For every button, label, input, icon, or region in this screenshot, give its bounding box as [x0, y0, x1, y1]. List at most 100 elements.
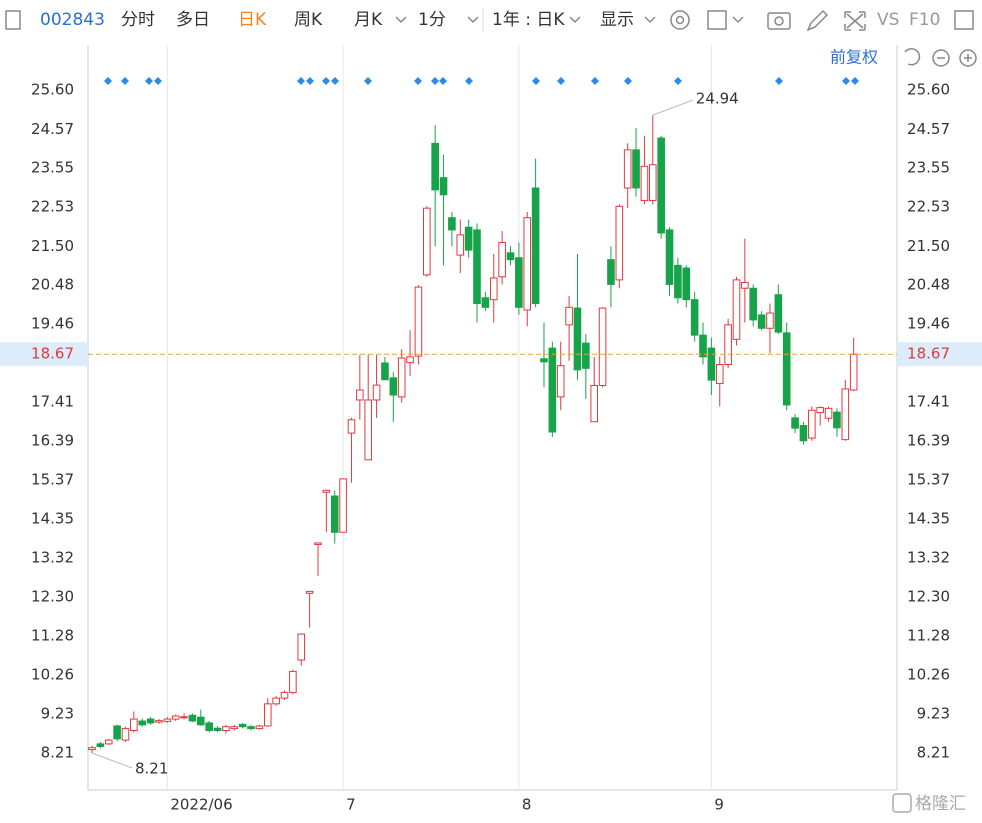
candle-body — [548, 347, 557, 433]
candle-body — [799, 425, 808, 442]
current-price-label: 18.67 — [907, 345, 950, 363]
candle-body — [808, 409, 816, 439]
candle-body — [732, 279, 741, 340]
tab[interactable]: 周K — [294, 10, 323, 30]
candle-body — [406, 356, 414, 364]
max-label: 24.94 — [696, 90, 739, 108]
panel-icon[interactable] — [954, 10, 974, 30]
x-tick-label: 7 — [346, 796, 356, 814]
candle-body — [423, 207, 431, 276]
candle-body — [749, 287, 758, 321]
y2-tick-label: 15.37 — [907, 471, 950, 489]
candle-body — [849, 353, 858, 391]
y-tick-label: 23.55 — [31, 159, 74, 177]
y-tick-label: 8.21 — [41, 744, 74, 762]
settings-icon[interactable] — [670, 10, 690, 30]
tab[interactable]: 1分 — [418, 10, 446, 30]
candle-body — [464, 226, 473, 251]
tab[interactable]: 分时 — [121, 10, 155, 30]
zoom-out-icon[interactable] — [932, 49, 950, 67]
y2-tick-label: 11.28 — [907, 626, 950, 644]
y2-tick-label: 19.46 — [907, 315, 950, 333]
min-pointer — [91, 752, 133, 769]
candle-body — [774, 294, 783, 333]
event-markers — [104, 77, 859, 85]
y-tick-label: 9.23 — [41, 705, 74, 723]
candle-body — [356, 389, 364, 401]
pen-icon[interactable] — [806, 9, 829, 32]
y2-tick-label: 13.32 — [907, 549, 950, 567]
candle-body — [155, 720, 163, 723]
zoom-in-plus — [964, 54, 972, 62]
tab-active[interactable]: 日K — [238, 10, 267, 30]
candle-body — [247, 726, 255, 730]
candle-body — [456, 234, 465, 256]
candle-body — [146, 718, 155, 724]
dropdown-arrow[interactable] — [644, 16, 656, 24]
y-tick-label: 15.37 — [31, 471, 74, 489]
candle-body — [615, 205, 624, 281]
candle-body — [724, 324, 732, 366]
candle-body — [414, 286, 423, 357]
candle-body — [791, 417, 799, 429]
candle-body — [305, 590, 314, 594]
dropdown-arrow[interactable] — [569, 16, 581, 24]
x-tick-label: 8 — [522, 796, 532, 814]
candle-body — [222, 726, 230, 732]
square-icon[interactable] — [707, 10, 727, 30]
candle-body — [623, 149, 632, 189]
undo-icon[interactable] — [904, 48, 921, 66]
display-select[interactable]: 显示 — [600, 10, 634, 30]
zoom-in-icon[interactable] — [959, 49, 977, 67]
candle-body — [347, 419, 356, 434]
candle-body — [489, 277, 498, 301]
y-tick-label: 17.41 — [31, 393, 74, 411]
candle-body — [841, 388, 850, 441]
event-marker[interactable] — [104, 77, 859, 85]
candle-body — [104, 739, 113, 745]
watermark: 格隆汇 — [915, 794, 966, 814]
candle-body — [833, 411, 841, 429]
candle-body — [682, 267, 691, 301]
f10-button[interactable]: F10 — [909, 10, 940, 30]
y2-tick-label: 24.57 — [907, 120, 950, 138]
candle-body — [690, 299, 699, 336]
vs-button[interactable]: VS — [877, 10, 899, 30]
x-tick-label: 2022/06 — [170, 796, 232, 814]
candle-body — [632, 149, 640, 189]
candle-body — [96, 743, 105, 748]
y2-tick-label: 17.41 — [907, 393, 950, 411]
y-tick-label: 22.53 — [31, 198, 74, 216]
candle-body — [163, 718, 172, 722]
tab[interactable]: 月K — [354, 10, 383, 30]
y-tick-label: 24.57 — [31, 120, 74, 138]
candle-body — [506, 252, 515, 261]
candle-body — [699, 334, 707, 358]
current-price-bg — [897, 342, 982, 367]
period-select[interactable]: 1年 : 日K — [492, 10, 565, 30]
candle-body — [640, 165, 649, 202]
candle-body — [130, 718, 138, 732]
adjust-button[interactable]: 前复权 — [830, 48, 878, 67]
candle-body — [431, 142, 439, 191]
candle-body — [322, 489, 331, 493]
candle-body — [280, 691, 289, 699]
dropdown-arrow[interactable] — [732, 16, 744, 24]
stock-code[interactable]: 002843 — [40, 10, 105, 30]
dropdown-arrow[interactable] — [395, 16, 407, 24]
camera-icon[interactable] — [767, 12, 791, 30]
panel-icon[interactable] — [5, 10, 21, 30]
candle-body — [272, 697, 280, 705]
dropdown-arrow[interactable] — [467, 16, 479, 24]
watermark-logo — [892, 793, 912, 813]
y2-tick-label: 9.23 — [917, 705, 950, 723]
candle-body — [439, 177, 448, 196]
fullscreen-icon[interactable] — [844, 11, 866, 31]
candle-body — [540, 358, 548, 363]
tab[interactable]: 多日 — [176, 10, 210, 30]
y-tick-label: 25.60 — [31, 80, 74, 98]
y2-tick-label: 8.21 — [917, 744, 950, 762]
candle-body — [782, 332, 791, 406]
candle-body — [113, 725, 121, 740]
